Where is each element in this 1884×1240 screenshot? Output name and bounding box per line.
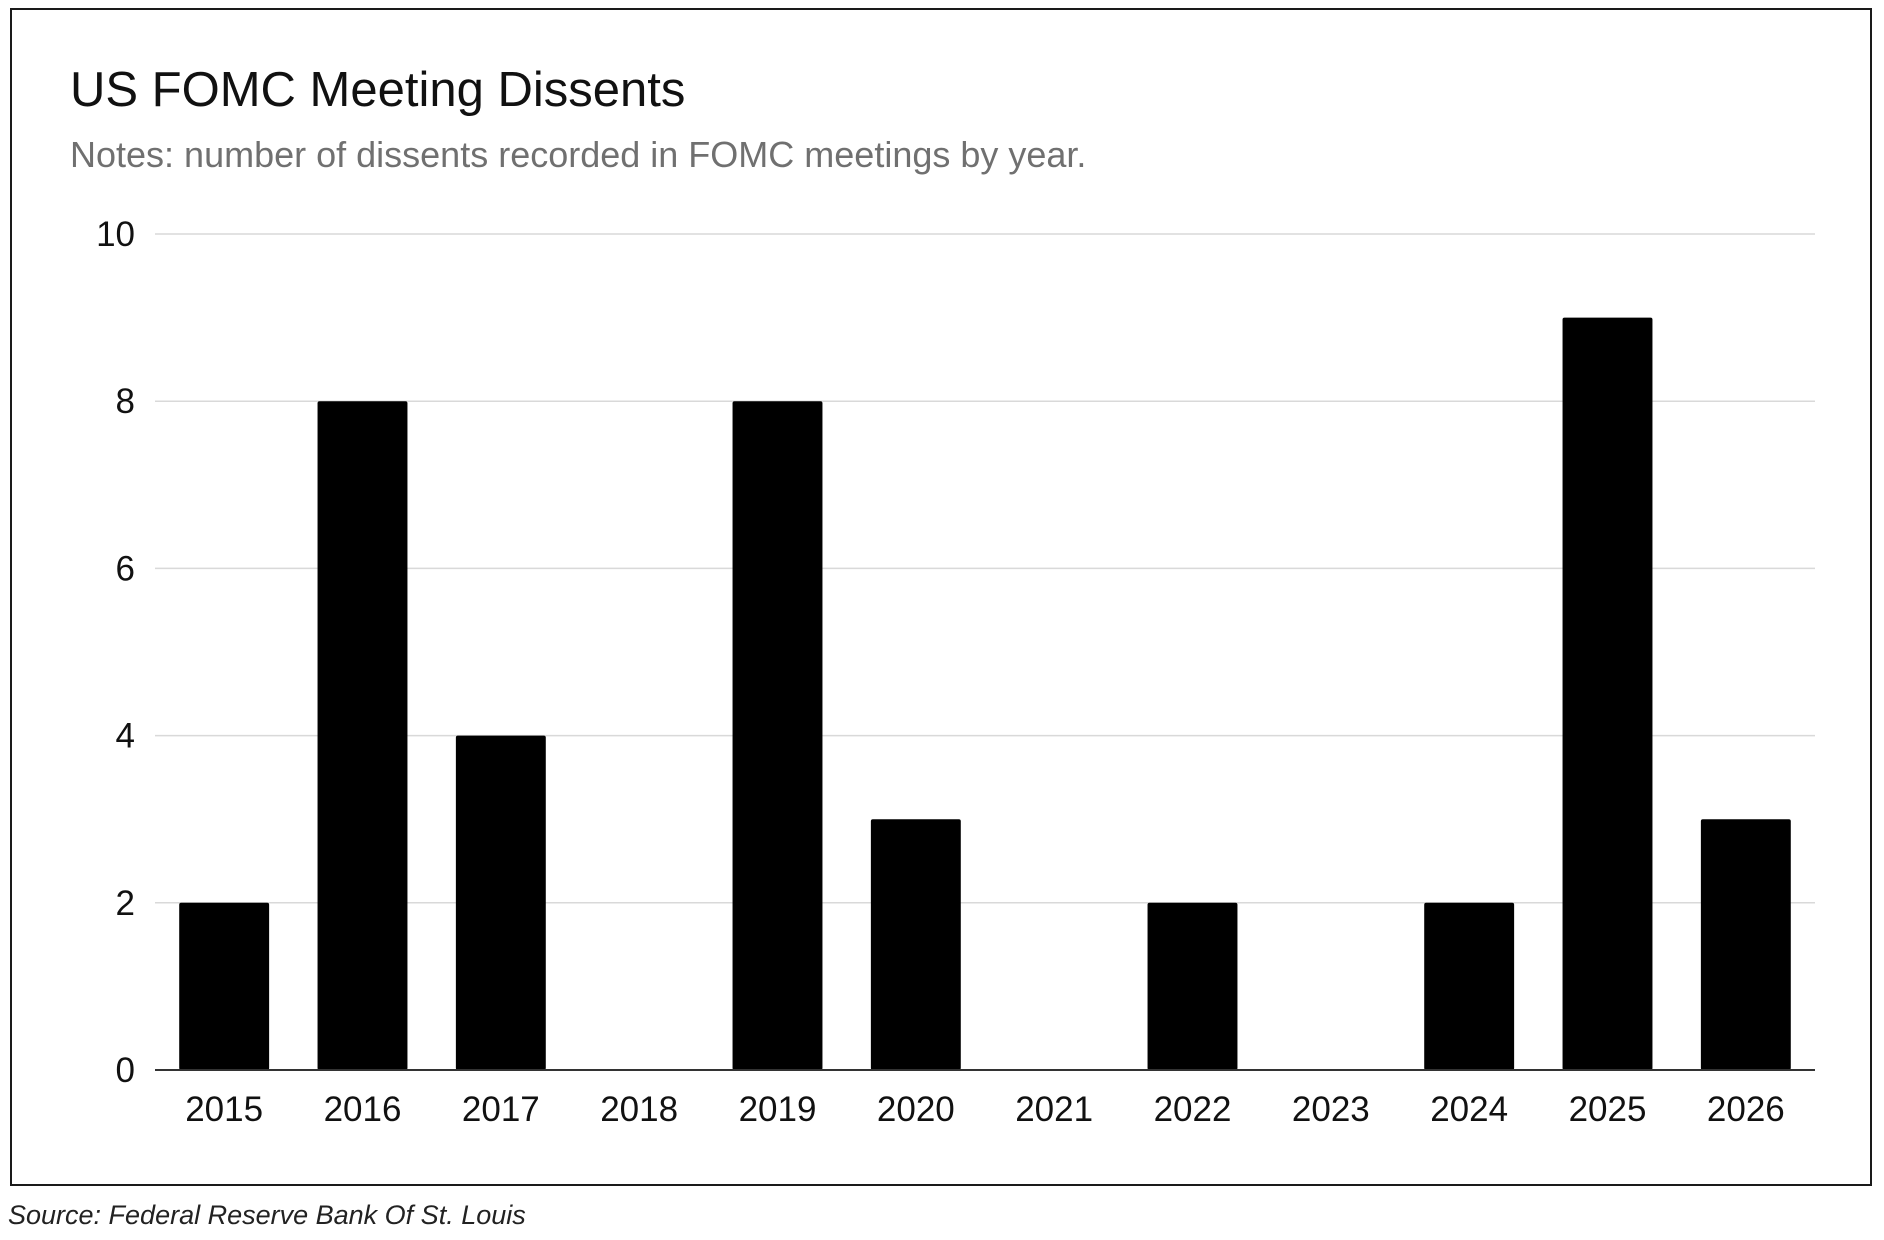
x-tick-label: 2017 <box>462 1090 540 1129</box>
bar-2015 <box>179 902 270 1070</box>
bar-2025 <box>1562 317 1653 1071</box>
bar-2016 <box>317 401 408 1070</box>
x-tick-label: 2018 <box>600 1090 678 1129</box>
bar-2020 <box>870 819 961 1070</box>
bar-2017 <box>455 735 546 1070</box>
chart-subtitle: Notes: number of dissents recorded in FO… <box>70 134 1087 175</box>
chart-title: US FOMC Meeting Dissents <box>70 63 686 117</box>
bar-2022 <box>1147 902 1238 1070</box>
x-tick-label: 2022 <box>1154 1090 1232 1129</box>
y-tick-label: 10 <box>96 215 135 254</box>
x-tick-label: 2016 <box>324 1090 402 1129</box>
bar-2024 <box>1424 902 1515 1070</box>
y-tick-label: 0 <box>116 1051 135 1090</box>
y-tick-label: 6 <box>116 549 135 588</box>
bars <box>179 317 1791 1071</box>
y-tick-label: 2 <box>116 884 135 923</box>
x-tick-label: 2026 <box>1707 1090 1785 1129</box>
x-tick-label: 2023 <box>1292 1090 1370 1129</box>
bar-2026 <box>1700 819 1791 1070</box>
y-tick-label: 8 <box>116 382 135 421</box>
x-tick-label: 2020 <box>877 1090 955 1129</box>
x-tick-label: 2019 <box>739 1090 817 1129</box>
y-axis-ticks: 0 2 4 6 8 10 <box>96 215 135 1090</box>
x-axis-ticks: 2015 2016 2017 2018 2019 2020 2021 2022 2023 2024… <box>185 1090 1785 1129</box>
x-tick-label: 2015 <box>185 1090 263 1129</box>
x-tick-label: 2024 <box>1430 1090 1508 1129</box>
grid-lines <box>155 233 1815 904</box>
x-tick-label: 2021 <box>1015 1090 1093 1129</box>
bar-2019 <box>732 401 823 1070</box>
source-note: Source: Federal Reserve Bank Of St. Loui… <box>8 1200 526 1230</box>
x-tick-label: 2025 <box>1569 1090 1647 1129</box>
y-tick-label: 4 <box>116 717 135 756</box>
